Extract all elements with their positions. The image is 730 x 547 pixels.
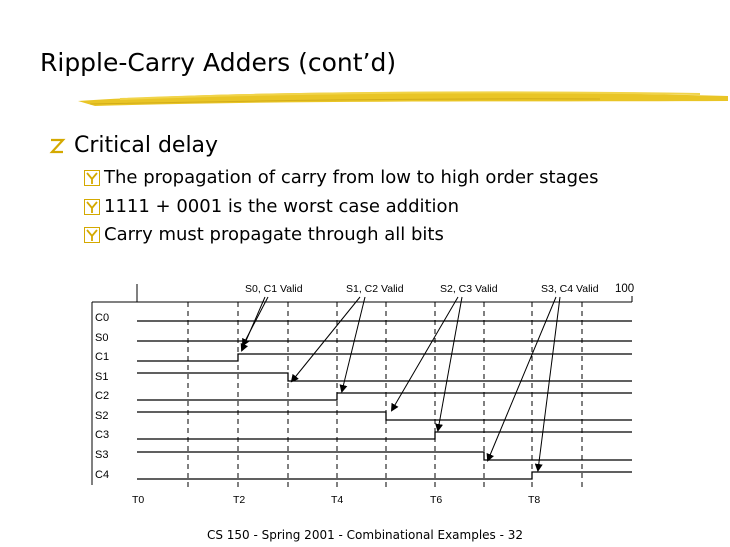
waveform-c1: [137, 353, 632, 362]
waveform-c3: [137, 431, 632, 440]
signal-label: S2: [95, 410, 108, 422]
time-label: T0: [132, 494, 144, 506]
arrow-c1-valid: [242, 296, 269, 347]
arrow-c2-valid: [339, 296, 366, 393]
signal-label: S3: [95, 449, 108, 461]
sub-bullet-text: 1111 + 0001 is the worst case addition: [104, 196, 459, 217]
time-end-label: 100: [615, 283, 634, 295]
time-label: T6: [430, 494, 442, 506]
title-underline-brushstroke: [78, 91, 728, 106]
valid-annotation: S3, C4 Valid: [541, 283, 599, 295]
y-bullet-icon: [84, 198, 100, 215]
time-label: T2: [233, 494, 245, 506]
sub-bullet-3: Carry must propagate through all bits: [84, 224, 444, 245]
arrow-s3-valid: [486, 296, 557, 462]
slide-footer: CS 150 - Spring 2001 - Combinational Exa…: [206, 528, 524, 542]
signal-label: C1: [95, 351, 109, 363]
arrow-s1-valid: [290, 296, 361, 383]
arrow-s0-valid: [240, 296, 266, 352]
signal-label: C4: [95, 469, 109, 481]
time-label: T8: [528, 494, 540, 506]
arrow-c3-valid: [435, 296, 463, 432]
waveform-c2: [137, 392, 632, 401]
waveform-s3: [137, 451, 632, 461]
waveform-s2: [137, 411, 632, 421]
valid-annotation: S0, C1 Valid: [245, 283, 303, 295]
signal-label: C0: [95, 312, 109, 324]
sub-bullet-2: 1111 + 0001 is the worst case addition: [84, 196, 459, 217]
time-gridlines: [187, 302, 583, 488]
y-bullet-icon: [84, 169, 100, 186]
arrow-c4-valid: [534, 296, 561, 472]
sub-bullet-text: Carry must propagate through all bits: [104, 224, 444, 245]
waveform-s1: [137, 372, 632, 382]
signal-label: S1: [95, 371, 108, 383]
signal-label: C3: [95, 429, 109, 441]
page-title: Ripple-Carry Adders (cont’d): [40, 48, 397, 77]
main-bullet-text: Critical delay: [74, 133, 219, 158]
signal-label: C2: [95, 390, 109, 402]
signal-label: S0: [95, 332, 108, 344]
time-label: T4: [331, 494, 343, 506]
valid-annotation: S1, C2 Valid: [346, 283, 404, 295]
waveform-c4: [137, 471, 632, 480]
main-bullet: Critical delay: [48, 133, 218, 158]
z-bullet-icon: [49, 138, 66, 153]
valid-annotation: S2, C3 Valid: [440, 283, 498, 295]
arrow-s2-valid: [390, 296, 459, 412]
y-bullet-icon: [84, 226, 100, 243]
sub-bullet-text: The propagation of carry from low to hig…: [104, 167, 599, 188]
sub-bullet-1: The propagation of carry from low to hig…: [84, 167, 599, 188]
